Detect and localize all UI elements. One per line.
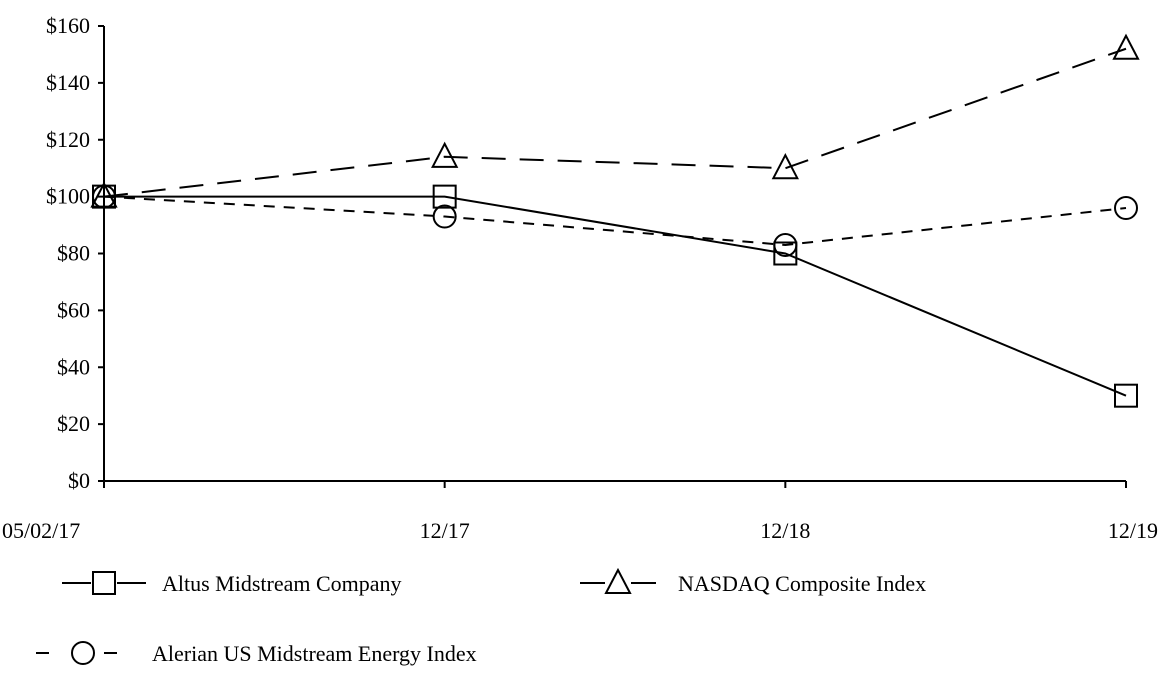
legend-marker-background — [70, 639, 96, 667]
series-triangle — [90, 33, 1140, 208]
y-tick-label: $20 — [57, 411, 90, 436]
legend-marker-background — [91, 569, 117, 597]
data-point-triangle-marker — [1112, 33, 1140, 60]
data-point-square-marker — [432, 184, 457, 209]
series-line — [103, 47, 1127, 198]
legend: Altus Midstream Company NASDAQ Composite … — [36, 567, 926, 667]
legend-item: Altus Midstream Company — [62, 569, 402, 597]
series-line — [103, 195, 1127, 246]
data-point-square-marker — [1114, 383, 1138, 408]
y-tick-label: $60 — [57, 297, 90, 322]
legend-label: NASDAQ Composite Index — [678, 571, 926, 596]
y-tick-label: $0 — [68, 468, 90, 493]
series-line — [104, 195, 1127, 397]
legend-circle-marker — [71, 641, 95, 665]
y-tick-label: $100 — [46, 184, 90, 209]
y-tick-label: $140 — [46, 70, 90, 95]
data-point-square-marker — [92, 184, 116, 209]
y-tick-label: $160 — [46, 13, 90, 38]
legend-label: Alerian US Midstream Energy Index — [152, 641, 477, 666]
x-tick-label: 12/19 — [1108, 518, 1158, 543]
legend-label: Altus Midstream Company — [162, 571, 402, 596]
legend-triangle-marker — [604, 567, 632, 594]
x-ticks: 05/02/17 12/17 12/18 12/19 — [2, 481, 1158, 543]
legend-square-marker — [92, 571, 116, 595]
data-point-triangle-marker — [431, 141, 459, 168]
axes — [103, 26, 1126, 482]
y-tick-label: $40 — [57, 354, 90, 379]
x-tick-label: 05/02/17 — [2, 518, 80, 543]
y-tick-label: $120 — [46, 127, 90, 152]
series-square — [92, 184, 1138, 408]
series-layer — [90, 33, 1140, 408]
x-tick-label: 12/18 — [760, 518, 810, 543]
legend-item: NASDAQ Composite Index — [580, 567, 926, 597]
data-point-triangle-marker — [771, 153, 799, 180]
y-tick-label: $80 — [57, 241, 90, 266]
x-tick-label: 12/17 — [420, 518, 470, 543]
data-point-square-marker — [773, 241, 798, 266]
data-point-circle-marker — [1114, 196, 1138, 220]
data-point-circle-marker — [432, 204, 457, 229]
legend-item: Alerian US Midstream Energy Index — [36, 639, 477, 667]
y-ticks: $0 $20 $40 $60 $80 $100 $120 $140 $160 — [46, 13, 104, 493]
